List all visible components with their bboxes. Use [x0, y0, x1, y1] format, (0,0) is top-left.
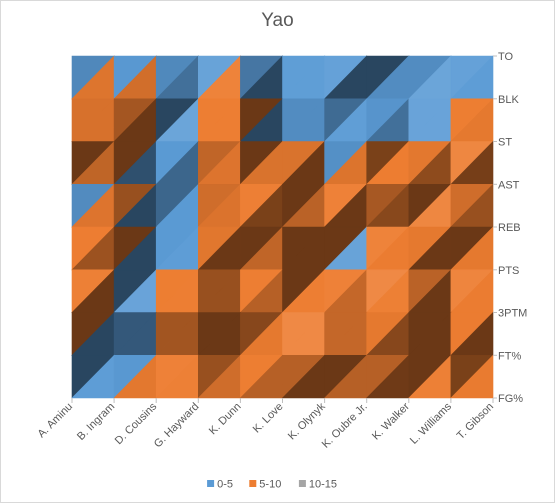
series-tick-label: ST: [498, 137, 512, 149]
category-tick-label: K. Dunn: [207, 401, 244, 438]
chart-title: Yao: [261, 10, 294, 31]
series-tick-label: REB: [498, 222, 521, 234]
legend: 0-5 5-10 10-15: [207, 479, 337, 491]
series-tick-label: AST: [498, 179, 520, 191]
legend-swatch: [249, 480, 257, 487]
legend-label: 0-5: [217, 479, 233, 491]
category-tick-label: K. Walker: [370, 400, 412, 442]
series-tick-label: BLK: [498, 94, 519, 106]
surface-cells: [71, 55, 494, 399]
legend-label: 10-15: [309, 479, 337, 491]
category-tick-label: L. Williams: [408, 400, 454, 446]
series-tick-label: TO: [498, 51, 514, 63]
surface-cell-7-9-1: [450, 354, 494, 399]
legend-swatch: [298, 480, 306, 487]
category-tick-label: G. Hayward: [152, 401, 202, 451]
legend-swatch: [207, 480, 215, 487]
category-tick-label: A. Aminu: [36, 401, 76, 441]
series-tick-label: 3PTM: [498, 308, 527, 320]
series-axis: TO BLK ST AST REB PTS 3PTM FT% FG%: [493, 51, 527, 405]
series-tick-label: FG%: [498, 393, 523, 405]
legend-label: 5-10: [259, 479, 281, 491]
series-tick-label: FT%: [498, 350, 521, 362]
category-tick-label: K. Oubre Jr.: [320, 401, 370, 451]
series-tick-label: PTS: [498, 265, 519, 277]
category-tick-label: B. Ingram: [75, 401, 117, 443]
category-tick-label: T. Gibson: [455, 401, 496, 442]
category-tick-label: K. Olynyk: [286, 400, 328, 442]
category-tick-label: K. Love: [251, 401, 286, 436]
